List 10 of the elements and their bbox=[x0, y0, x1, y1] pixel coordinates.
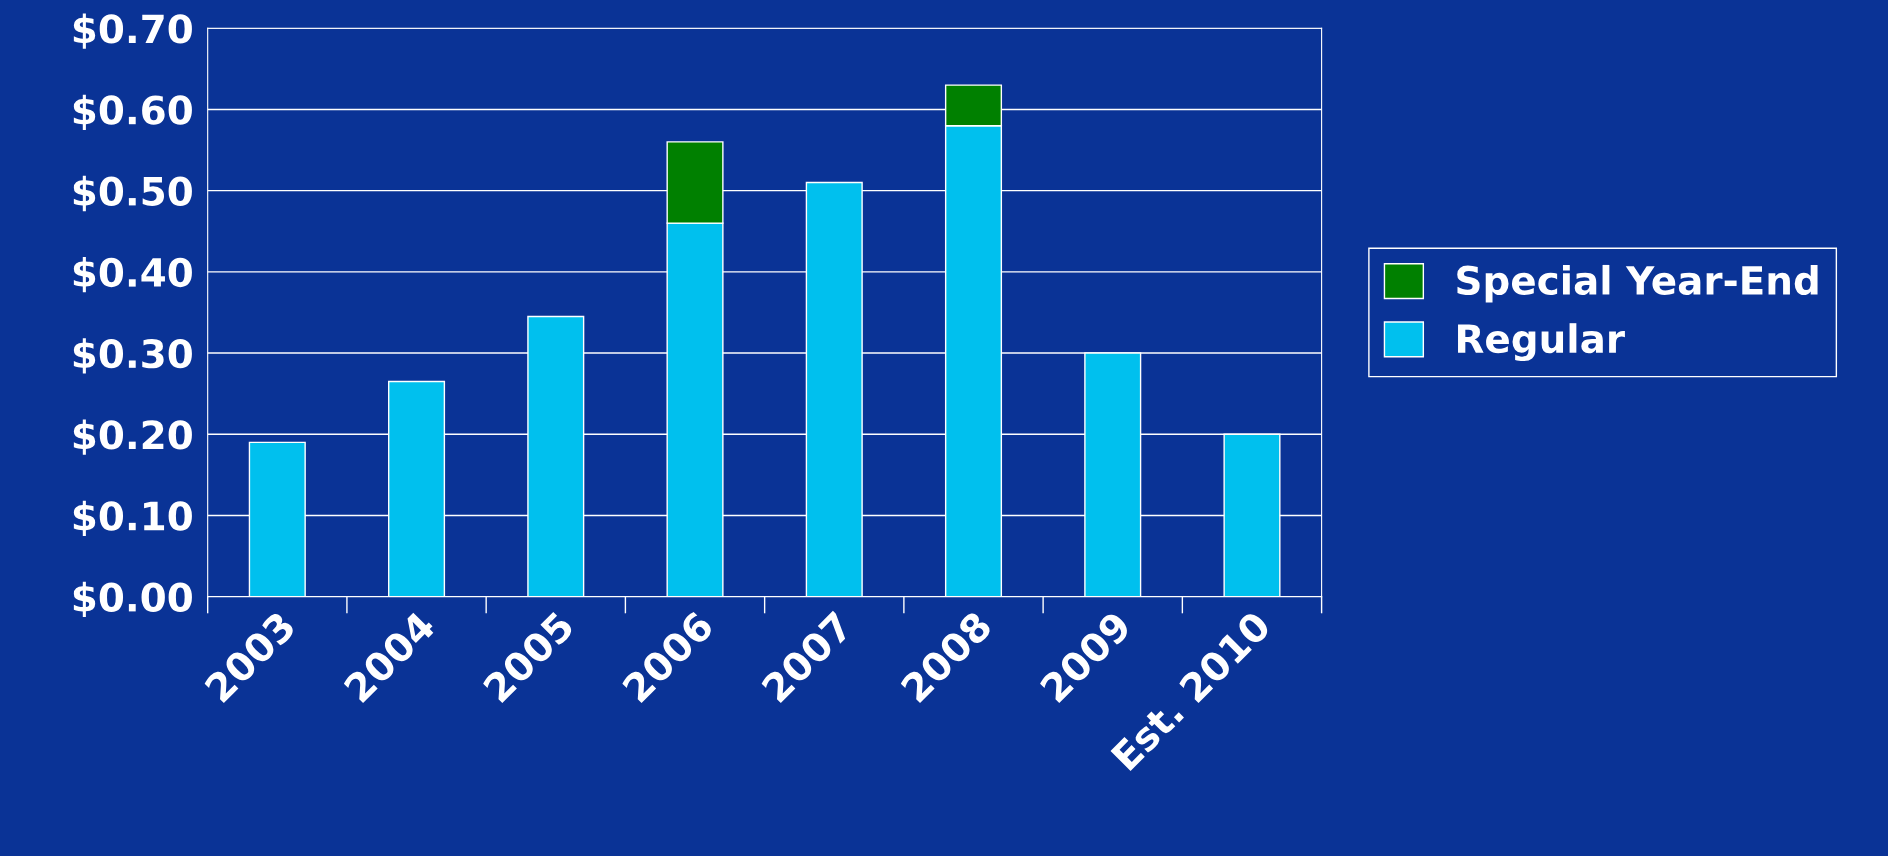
y-tick-label: $0.70 bbox=[73, 13, 192, 49]
legend-label: Special Year-End bbox=[1457, 264, 1818, 303]
y-tick-label: $0.00 bbox=[73, 581, 192, 618]
y-tick-label: $0.60 bbox=[73, 94, 192, 130]
y-tick-label: $0.20 bbox=[73, 419, 192, 455]
y-tick-label: $0.50 bbox=[73, 175, 192, 212]
y-tick-label: $0.30 bbox=[73, 338, 192, 374]
legend-label: Regular bbox=[1458, 323, 1625, 362]
y-tick-label: $0.10 bbox=[73, 500, 192, 536]
y-tick-label: $0.40 bbox=[73, 257, 192, 293]
